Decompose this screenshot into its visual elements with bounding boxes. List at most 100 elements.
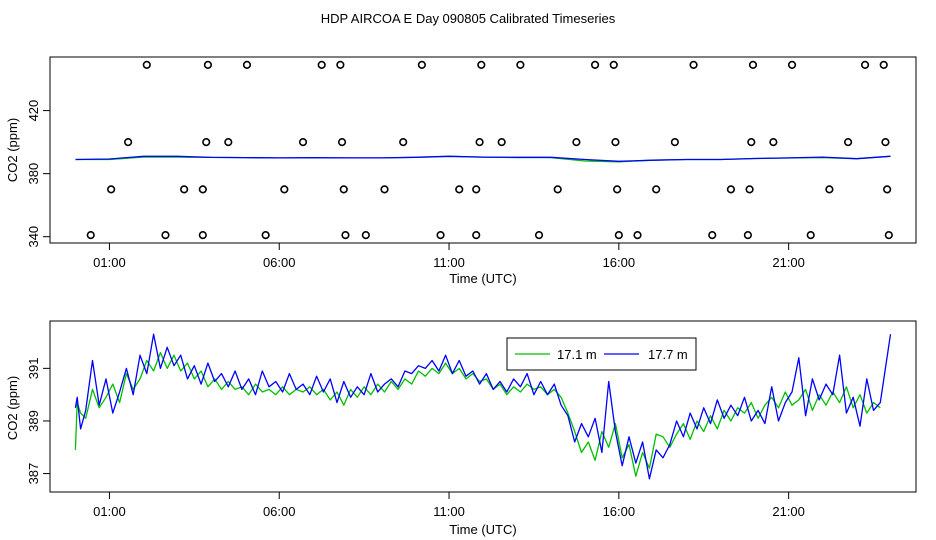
calibration-point (590, 60, 600, 69)
calibration-point (747, 138, 756, 147)
series-line-17-7-m (75, 155, 891, 162)
calibration-point (261, 231, 270, 240)
x-tick-label: 06:00 (263, 255, 296, 270)
calibration-point (475, 138, 484, 147)
calibration-point (242, 60, 252, 69)
bottom-panel-frame (49, 320, 917, 493)
calibration-point (202, 138, 211, 147)
calibration-point (180, 185, 189, 194)
calibration-point (436, 231, 445, 240)
calibration-point (787, 60, 797, 69)
calibration-point (317, 60, 326, 69)
calibration-point (399, 138, 408, 147)
calibration-point (553, 185, 562, 194)
calibration-point (806, 231, 815, 240)
series-line-17-7-m (74, 333, 892, 480)
calibration-point (124, 138, 133, 147)
calibration-point (224, 138, 233, 147)
calibration-point (748, 60, 758, 69)
y-tick-label: 420 (26, 100, 41, 122)
calibration-point (142, 60, 151, 69)
calibration-point (472, 185, 481, 194)
calibration-point (161, 231, 170, 240)
calibration-point (477, 60, 486, 69)
calibration-point (203, 60, 213, 69)
top-y-axis: 340 380 420 (26, 100, 50, 248)
calibration-point (825, 185, 834, 194)
calibration-point (455, 185, 464, 194)
calibration-point (879, 60, 888, 69)
bottom-panel: 01:00 06:00 11:00 16:00 21:00 387 389 391 Time… (5, 320, 917, 537)
calibration-point (417, 60, 426, 69)
calibration-point (609, 60, 618, 69)
calibration-point (298, 138, 308, 147)
bottom-y-axis: 387 389 391 (26, 358, 50, 485)
bottom-series (74, 333, 892, 480)
top-y-axis-label: CO2 (ppm) (5, 118, 20, 182)
calibration-point (337, 138, 347, 147)
calibration-point (380, 185, 389, 194)
calibration-point (652, 185, 661, 194)
calibration-point (633, 231, 642, 240)
calibration-point (611, 138, 620, 147)
top-x-axis: 01:00 06:00 11:00 16:00 21:00 (93, 243, 805, 270)
x-tick-label: 11:00 (433, 255, 465, 270)
calibration-point (670, 138, 679, 147)
x-tick-label: 21:00 (772, 504, 805, 519)
calibration-point (726, 185, 736, 194)
y-tick-label: 391 (26, 358, 41, 380)
calibration-point (86, 231, 95, 240)
calibration-point (198, 231, 207, 240)
calibration-point (884, 231, 893, 240)
x-tick-label: 16:00 (603, 255, 636, 270)
legend-label-17-7m: 17.7 m (648, 347, 688, 362)
bottom-x-axis: 01:00 06:00 11:00 16:00 21:00 (93, 492, 805, 519)
bottom-y-axis-label: CO2 (ppm) (5, 376, 20, 440)
calibration-point (745, 185, 754, 194)
calibration-point (708, 231, 717, 240)
calibration-point (743, 231, 752, 240)
x-tick-label: 11:00 (433, 504, 465, 519)
chart-title: HDP AIRCOA E Day 090805 Calibrated Times… (321, 11, 616, 26)
x-tick-label: 01:00 (93, 504, 126, 519)
calibration-point (107, 185, 116, 194)
calibration-point (361, 231, 370, 240)
x-tick-label: 16:00 (603, 504, 636, 519)
top-calibration-points (86, 60, 893, 240)
calibration-point (472, 231, 481, 240)
legend-box (506, 337, 697, 371)
top-panel-frame (49, 56, 917, 244)
top-panel: 01:00 06:00 11:00 16:00 21:00 340 380 420 Time… (5, 56, 917, 286)
calibration-point (198, 185, 207, 194)
calibration-point (497, 138, 506, 147)
calibration-point (534, 231, 544, 240)
legend: 17.1 m 17.7 m (506, 337, 697, 371)
x-tick-label: 21:00 (772, 255, 805, 270)
calibration-point (769, 138, 778, 147)
y-tick-label: 389 (26, 410, 41, 432)
calibration-point (336, 60, 345, 69)
calibration-point (883, 185, 892, 194)
calibration-point (843, 138, 853, 147)
top-series (75, 155, 891, 163)
calibration-point (341, 231, 350, 240)
legend-label-17-1m: 17.1 m (557, 347, 597, 362)
calibration-point (881, 138, 890, 147)
calibration-point (689, 60, 698, 69)
calibration-point (613, 185, 622, 194)
x-tick-label: 01:00 (93, 255, 126, 270)
y-tick-label: 380 (26, 163, 41, 185)
y-tick-label: 340 (26, 226, 41, 248)
calibration-point (339, 185, 348, 194)
calibration-point (614, 231, 623, 240)
top-x-axis-label: Time (UTC) (449, 271, 516, 286)
y-tick-label: 387 (26, 463, 41, 485)
calibration-point (516, 60, 525, 69)
x-tick-label: 06:00 (263, 504, 296, 519)
calibration-point (860, 60, 870, 69)
bottom-x-axis-label: Time (UTC) (449, 522, 516, 537)
series-line-17-1-m (74, 351, 881, 477)
calibration-point (280, 185, 289, 194)
calibration-point (572, 138, 581, 147)
